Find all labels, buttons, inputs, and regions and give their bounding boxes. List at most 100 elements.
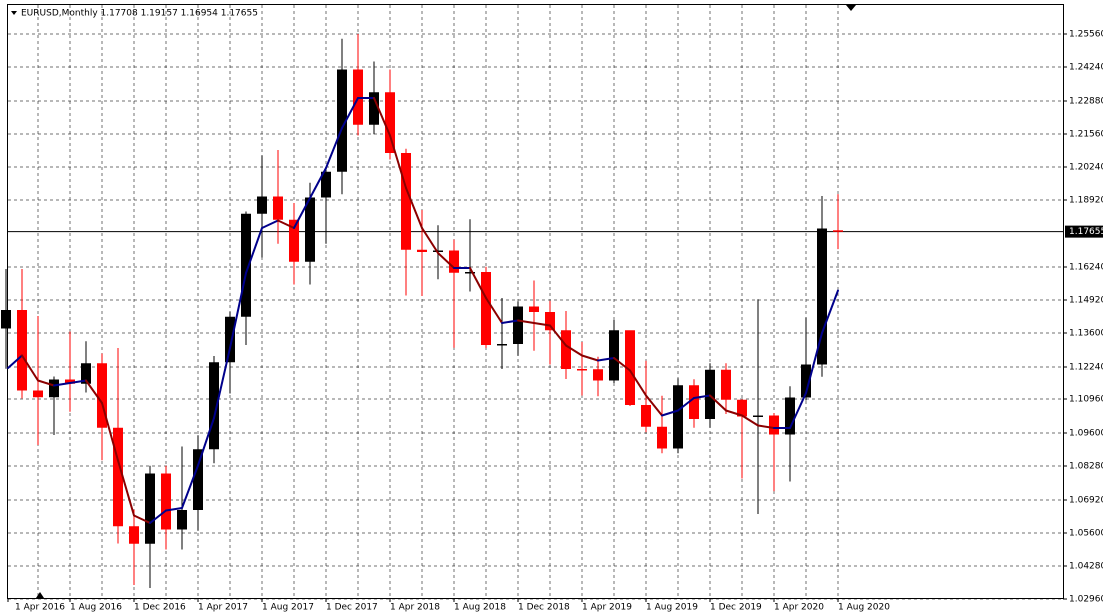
candle-body xyxy=(753,415,763,417)
moving-average xyxy=(85,379,103,404)
moving-average xyxy=(229,272,247,349)
moving-average xyxy=(501,319,519,324)
candle-body xyxy=(561,330,571,369)
moving-average xyxy=(421,227,439,254)
candle-body xyxy=(305,197,315,262)
moving-average xyxy=(821,289,839,334)
moving-average xyxy=(677,397,695,412)
candle-body xyxy=(513,306,523,344)
candle-body xyxy=(401,153,411,250)
moving-average xyxy=(7,354,23,369)
candle-body xyxy=(689,385,699,419)
y-tick-label: 1.04280 xyxy=(1069,562,1103,572)
x-tick-label: 1 Aug 2018 xyxy=(454,603,506,613)
moving-average xyxy=(613,357,631,372)
x-tick-label: 1 Apr 2018 xyxy=(390,603,440,613)
candle-body xyxy=(657,426,667,449)
x-tick-label: 1 Apr 2020 xyxy=(774,603,824,613)
candle-body xyxy=(209,362,219,450)
y-tick-label: 1.18920 xyxy=(1069,196,1103,206)
candle-body xyxy=(673,385,683,449)
y-tick-label: 1.16240 xyxy=(1069,263,1103,273)
moving-average xyxy=(517,319,535,324)
candle-body xyxy=(769,415,779,435)
x-tick-label: 1 Dec 2017 xyxy=(326,603,378,613)
x-tick-label: 1 Aug 2016 xyxy=(70,603,122,613)
candle-body xyxy=(545,312,555,331)
candle-body xyxy=(225,316,235,363)
shift-marker xyxy=(846,5,856,11)
y-tick-label: 1.24240 xyxy=(1069,63,1103,73)
y-tick-label: 1.13600 xyxy=(1069,329,1103,339)
moving-average xyxy=(757,424,775,429)
y-tick-label: 1.12240 xyxy=(1069,363,1103,373)
moving-average xyxy=(405,187,423,229)
moving-average xyxy=(21,354,39,382)
moving-average xyxy=(245,227,263,274)
candle-body xyxy=(481,272,491,345)
moving-average xyxy=(741,414,759,427)
y-tick-label: 1.20240 xyxy=(1069,163,1103,173)
y-tick-label: 1.14920 xyxy=(1069,296,1103,306)
candle-body xyxy=(49,379,59,398)
moving-average xyxy=(485,297,503,324)
candle-body xyxy=(65,379,75,384)
moving-average xyxy=(469,267,487,299)
candle-body xyxy=(321,171,331,198)
moving-average xyxy=(805,332,823,394)
moving-average xyxy=(597,357,615,362)
candle-body xyxy=(241,213,251,317)
y-tick-label: 1.06920 xyxy=(1069,496,1103,506)
y-tick-label: 1.25560 xyxy=(1069,30,1103,40)
moving-average xyxy=(197,417,215,467)
moving-average xyxy=(309,167,327,199)
candle-body xyxy=(449,250,459,273)
y-tick-label: 1.05600 xyxy=(1069,529,1103,539)
candle-body xyxy=(625,330,635,405)
candle-body xyxy=(705,369,715,419)
moving-average xyxy=(325,127,343,169)
y-tick-label: 1.22880 xyxy=(1069,97,1103,107)
candle-body xyxy=(833,230,843,232)
menu-arrow[interactable] xyxy=(11,11,17,15)
moving-average xyxy=(389,134,407,189)
moving-average xyxy=(725,409,743,417)
moving-average xyxy=(693,394,711,399)
candle-body xyxy=(33,390,43,398)
candle-body xyxy=(129,526,139,544)
x-tick-label: 1 Dec 2016 xyxy=(134,603,186,613)
candle-body xyxy=(417,249,427,252)
candle-body xyxy=(497,344,507,346)
moving-average xyxy=(37,379,55,387)
candle-body xyxy=(593,369,603,381)
candle-body xyxy=(177,510,187,530)
moving-average xyxy=(645,394,663,417)
x-tick-label: 1 Aug 2020 xyxy=(838,603,890,613)
y-tick-label: 1.08280 xyxy=(1069,462,1103,472)
candle-body xyxy=(721,369,731,400)
moving-average xyxy=(661,409,679,417)
candle-body xyxy=(113,427,123,527)
candle-body xyxy=(273,196,283,220)
y-tick-label: 1.10960 xyxy=(1069,395,1103,405)
y-tick-label: 1.09600 xyxy=(1069,429,1103,439)
candle-body xyxy=(161,473,171,530)
price-label: 1.17655 xyxy=(1069,227,1103,237)
candle-body xyxy=(97,363,107,428)
moving-average xyxy=(341,97,359,129)
y-tick-label: 1.02960 xyxy=(1069,595,1103,605)
moving-average xyxy=(293,197,311,229)
moving-average xyxy=(117,459,135,517)
moving-average xyxy=(261,219,279,229)
x-tick-label: 1 Aug 2019 xyxy=(646,603,698,613)
candle-body xyxy=(385,92,395,153)
candle-body xyxy=(817,228,827,365)
moving-average xyxy=(373,97,391,137)
chart-title: EURUSD,Monthly 1.17708 1.19157 1.16954 1… xyxy=(21,9,258,19)
x-tick-label: 1 Dec 2019 xyxy=(710,603,762,613)
candle-body xyxy=(145,473,155,544)
moving-average xyxy=(437,252,455,269)
moving-average xyxy=(277,219,295,229)
x-tick-label: 1 Aug 2017 xyxy=(262,603,314,613)
moving-average xyxy=(549,324,567,347)
